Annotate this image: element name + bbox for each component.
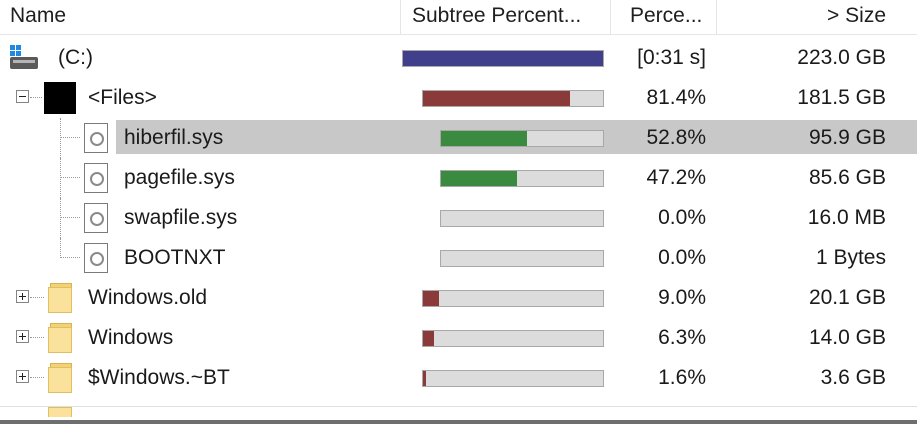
folder-icon bbox=[48, 283, 74, 313]
column-header: Name Subtree Percent... Perce... > Size bbox=[0, 0, 917, 35]
row-size: 95.9 GB bbox=[808, 126, 886, 149]
column-header-name[interactable]: Name bbox=[10, 4, 67, 27]
system-file-icon bbox=[84, 123, 108, 153]
row-name: swapfile.sys bbox=[124, 206, 238, 229]
window-bottom-edge bbox=[0, 406, 917, 425]
bar-fill bbox=[441, 131, 527, 146]
column-header-subtree-percent[interactable]: Subtree Percent... bbox=[412, 4, 582, 27]
subtree-percent-bar bbox=[440, 210, 604, 227]
row-size: 3.6 GB bbox=[820, 366, 886, 389]
row-percent: 0.0% bbox=[658, 246, 706, 269]
row-percent: [0:31 s] bbox=[637, 46, 706, 69]
subtree-percent-bar bbox=[440, 250, 604, 267]
tree-row-pagefile[interactable]: pagefile.sys 47.2% 85.6 GB bbox=[0, 158, 917, 198]
row-percent: 1.6% bbox=[658, 366, 706, 389]
expand-toggle-icon[interactable] bbox=[16, 370, 29, 383]
row-percent: 6.3% bbox=[658, 326, 706, 349]
folder-icon bbox=[48, 407, 72, 417]
row-percent: 9.0% bbox=[658, 286, 706, 309]
row-percent: 81.4% bbox=[646, 86, 706, 109]
system-file-icon bbox=[84, 163, 108, 193]
bar-fill bbox=[441, 171, 518, 186]
folder-icon bbox=[48, 363, 74, 393]
row-size: 20.1 GB bbox=[808, 286, 886, 309]
row-size: 1 Bytes bbox=[815, 246, 886, 269]
subtree-percent-bar bbox=[422, 290, 604, 307]
row-size: 85.6 GB bbox=[808, 166, 886, 189]
bar-fill bbox=[403, 51, 603, 66]
tree-row-windows-bt[interactable]: $Windows.~BT 1.6% 3.6 GB bbox=[0, 358, 917, 398]
subtree-percent-bar bbox=[402, 50, 604, 67]
bar-fill bbox=[423, 371, 426, 386]
row-size: 181.5 GB bbox=[797, 86, 886, 109]
files-group-icon bbox=[44, 82, 76, 114]
expand-toggle-icon[interactable] bbox=[16, 290, 29, 303]
column-header-percent[interactable]: Perce... bbox=[630, 4, 703, 27]
row-name: $Windows.~BT bbox=[88, 366, 230, 389]
row-size: 14.0 GB bbox=[808, 326, 886, 349]
subtree-percent-bar bbox=[422, 330, 604, 347]
tree-row-bootnxt[interactable]: BOOTNXT 0.0% 1 Bytes bbox=[0, 238, 917, 278]
bar-fill bbox=[423, 91, 570, 106]
collapse-toggle-icon[interactable] bbox=[16, 90, 29, 103]
subtree-percent-bar bbox=[440, 170, 604, 187]
tree-row-files[interactable]: <Files> 81.4% 181.5 GB bbox=[0, 78, 917, 118]
row-name: Windows.old bbox=[88, 286, 208, 309]
bar-fill bbox=[423, 331, 435, 346]
subtree-percent-bar bbox=[422, 370, 604, 387]
drive-icon bbox=[10, 45, 40, 73]
tree-row-drive-c[interactable]: (C:) [0:31 s] 223.0 GB bbox=[0, 38, 917, 78]
folder-icon bbox=[48, 323, 74, 353]
tree-row-hiberfil[interactable]: hiberfil.sys 52.8% 95.9 GB bbox=[0, 118, 917, 158]
system-file-icon bbox=[84, 243, 108, 273]
row-name: hiberfil.sys bbox=[124, 126, 224, 149]
tree-row-windows-old[interactable]: Windows.old 9.0% 20.1 GB bbox=[0, 278, 917, 318]
subtree-percent-bar bbox=[440, 130, 604, 147]
row-percent: 0.0% bbox=[658, 206, 706, 229]
row-percent: 47.2% bbox=[646, 166, 706, 189]
column-separator[interactable] bbox=[610, 0, 611, 34]
directory-tree: (C:) [0:31 s] 223.0 GB <Files> 81.4% 181… bbox=[0, 38, 917, 398]
bar-fill bbox=[423, 291, 440, 306]
row-name: <Files> bbox=[88, 86, 157, 109]
tree-row-swapfile[interactable]: swapfile.sys 0.0% 16.0 MB bbox=[0, 198, 917, 238]
column-separator[interactable] bbox=[716, 0, 717, 34]
row-name: pagefile.sys bbox=[124, 166, 235, 189]
system-file-icon bbox=[84, 203, 108, 233]
subtree-percent-bar bbox=[422, 90, 604, 107]
tree-row-windows[interactable]: Windows 6.3% 14.0 GB bbox=[0, 318, 917, 358]
row-name: BOOTNXT bbox=[124, 246, 226, 269]
row-size: 16.0 MB bbox=[807, 206, 886, 229]
expand-toggle-icon[interactable] bbox=[16, 330, 29, 343]
row-size: 223.0 GB bbox=[797, 46, 886, 69]
row-name: Windows bbox=[88, 326, 174, 349]
column-header-size[interactable]: > Size bbox=[827, 4, 886, 27]
column-separator[interactable] bbox=[400, 0, 401, 34]
row-percent: 52.8% bbox=[646, 126, 706, 149]
row-name: (C:) bbox=[58, 46, 93, 69]
